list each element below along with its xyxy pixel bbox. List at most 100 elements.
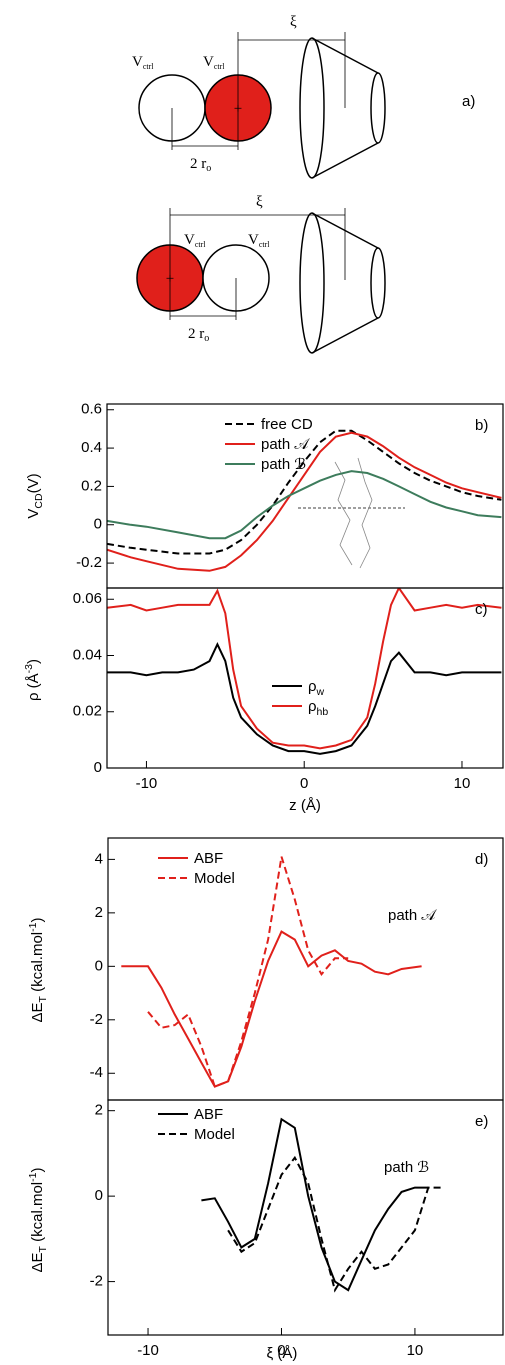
y-tick-label: -0.2 bbox=[76, 554, 102, 571]
panel-label: a) bbox=[462, 93, 475, 110]
y-axis-label-part: -1 bbox=[27, 922, 39, 931]
y-tick-label: 0.04 bbox=[73, 646, 102, 663]
series-line bbox=[121, 930, 422, 1088]
x-tick-label: -10 bbox=[136, 775, 158, 792]
plus-sign: + bbox=[234, 101, 242, 117]
spacing-label: 2 ro bbox=[190, 156, 211, 174]
charge-label: V bbox=[184, 232, 195, 248]
legend-label: ABF bbox=[194, 850, 223, 867]
x-axis-label: ξ (Å) bbox=[267, 1345, 298, 1362]
charge-label: V bbox=[248, 232, 259, 248]
charge-label: V bbox=[203, 54, 214, 70]
y-axis-label-part: ΔE bbox=[29, 1252, 46, 1272]
charge-label-sub: ctrl bbox=[195, 240, 206, 249]
y-axis-label-part: T bbox=[37, 995, 49, 1002]
spacing-label: 2 r bbox=[188, 326, 204, 342]
charge-label-sub: ctrl bbox=[259, 240, 270, 249]
series-line bbox=[107, 429, 502, 555]
y-axis-label-part: (kcal.mol bbox=[29, 1182, 46, 1246]
y-tick-label: 0.02 bbox=[73, 703, 102, 720]
charge-label: V bbox=[132, 54, 143, 70]
legend-label-part: w bbox=[316, 686, 325, 698]
y-axis-label-part: (V) bbox=[25, 473, 42, 493]
legend-label: path ℬ bbox=[261, 456, 306, 473]
xi-label: ξ bbox=[256, 194, 263, 210]
y-tick-label: 0.4 bbox=[81, 439, 102, 456]
y-tick-label: 0 bbox=[95, 1187, 103, 1204]
y-tick-label: -2 bbox=[90, 1011, 103, 1028]
series-line bbox=[107, 431, 502, 572]
legend-label-part: hb bbox=[317, 706, 329, 718]
series-line bbox=[107, 641, 502, 755]
y-axis-label-part: V bbox=[25, 509, 42, 519]
annotation: path 𝒜 bbox=[388, 907, 437, 924]
y-axis-label-part: ΔE bbox=[29, 1002, 46, 1022]
y-tick-label: -2 bbox=[90, 1273, 103, 1290]
y-tick-label: 0.6 bbox=[81, 401, 102, 418]
legend-label: ABF bbox=[194, 1106, 223, 1123]
plus-sign: + bbox=[166, 271, 174, 287]
plus-sign: + bbox=[234, 101, 242, 117]
xi-label: ξ bbox=[256, 194, 263, 210]
spacing-label-sub: o bbox=[206, 163, 211, 174]
x-tick-label: 10 bbox=[454, 775, 471, 792]
y-tick-label: 0 bbox=[95, 957, 103, 974]
plot-frame bbox=[107, 1099, 504, 1336]
charge-label: Vctrl bbox=[203, 54, 225, 71]
panel-label: a) bbox=[462, 93, 475, 110]
cyclodextrin bbox=[299, 212, 386, 354]
series-line bbox=[107, 588, 502, 750]
charge-label-sub: ctrl bbox=[214, 62, 225, 71]
y-axis-label-part: ) bbox=[29, 1168, 46, 1173]
x-tick-label: -10 bbox=[137, 1342, 159, 1359]
charge-label: Vctrl bbox=[184, 232, 206, 249]
xi-label: ξ bbox=[290, 14, 297, 30]
y-tick-label: 2 bbox=[95, 904, 103, 921]
panel-label: d) bbox=[475, 851, 488, 868]
y-tick-label: 0.2 bbox=[81, 477, 102, 494]
panel-label: e) bbox=[475, 1113, 488, 1130]
y-axis-label-part: CD bbox=[33, 493, 45, 509]
legend-label-part: ρ bbox=[308, 678, 317, 695]
diagram-labels: ξ Vctrl Vctrl + 2 ro ξ Vctrl Vctrl + 2 r… bbox=[132, 14, 297, 344]
x-axis-label: z (Å) bbox=[289, 797, 321, 814]
y-axis-label-part: T bbox=[37, 1245, 49, 1252]
y-tick-label: 4 bbox=[95, 850, 103, 867]
y-axis-label: VCD(V) bbox=[25, 473, 45, 518]
spacing-label: 2 ro bbox=[188, 326, 209, 344]
charge-label: Vctrl bbox=[132, 54, 154, 71]
legend-label: path 𝒜 bbox=[261, 436, 310, 453]
cyclodextrin bbox=[299, 37, 386, 179]
series-line bbox=[201, 1117, 429, 1292]
y-axis-label-part: ρ (Å bbox=[25, 673, 42, 701]
legend-label: ρhb bbox=[308, 698, 328, 718]
series-line bbox=[147, 856, 349, 1088]
panel-label: c) bbox=[475, 601, 488, 618]
plus-sign: + bbox=[166, 271, 174, 287]
series-line bbox=[107, 470, 502, 540]
plot-frame bbox=[106, 587, 504, 769]
y-axis-label: ρ (Å-3) bbox=[23, 659, 42, 701]
legend-label-part: ρ bbox=[308, 698, 317, 715]
legend-label: Model bbox=[194, 870, 235, 887]
y-tick-label: -4 bbox=[90, 1064, 103, 1081]
plot-frame bbox=[107, 837, 504, 1101]
y-axis-label-part: -1 bbox=[27, 1172, 39, 1181]
y-axis-label-part: ) bbox=[25, 659, 42, 664]
y-tick-label: 0.06 bbox=[73, 590, 102, 607]
inset-molecule bbox=[298, 457, 405, 569]
y-axis-label-part: ) bbox=[29, 918, 46, 923]
charge-label: Vctrl bbox=[248, 232, 270, 249]
y-tick-label: 2 bbox=[95, 1102, 103, 1119]
x-tick-label: 0 bbox=[300, 775, 308, 792]
series-line bbox=[227, 1155, 442, 1293]
spacing-label-sub: o bbox=[204, 333, 209, 344]
x-tick-label: 0 bbox=[277, 1342, 285, 1359]
y-tick-label: 0 bbox=[94, 759, 102, 776]
spacing-label: 2 r bbox=[190, 156, 206, 172]
legend-label: ρw bbox=[308, 678, 325, 698]
legend-label: free CD bbox=[261, 416, 313, 433]
x-tick-label: 10 bbox=[407, 1342, 424, 1359]
